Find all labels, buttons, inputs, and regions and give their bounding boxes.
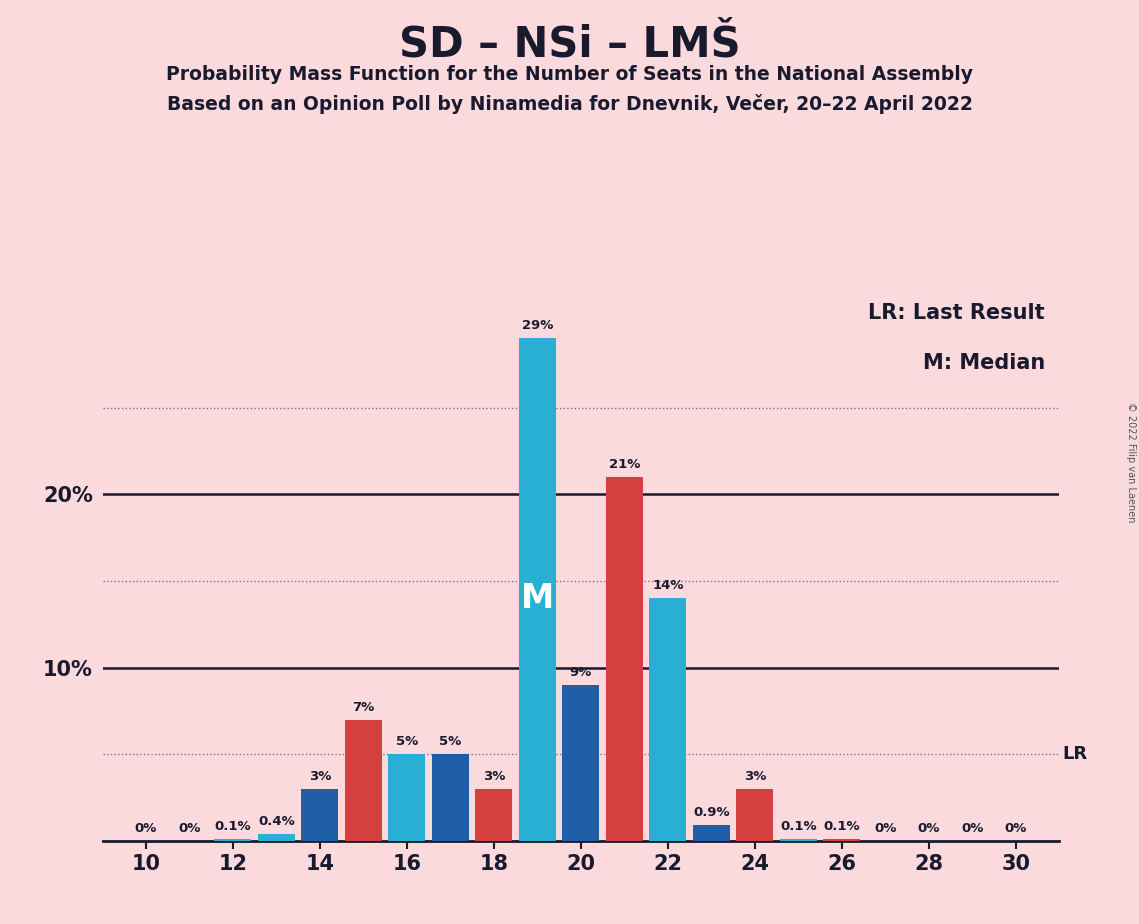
Text: 5%: 5% (440, 736, 461, 748)
Text: M: Median: M: Median (923, 353, 1044, 373)
Bar (606, 477, 642, 841)
Bar (563, 685, 599, 841)
Text: SD – NSi – LMŠ: SD – NSi – LMŠ (399, 23, 740, 65)
Bar (736, 789, 773, 841)
Text: 0%: 0% (918, 821, 940, 834)
Text: 0%: 0% (961, 821, 983, 834)
Text: 0%: 0% (179, 821, 200, 834)
Text: 7%: 7% (352, 700, 375, 713)
Bar (475, 789, 513, 841)
Text: 0%: 0% (1005, 821, 1027, 834)
Text: M: M (521, 582, 554, 614)
Bar (345, 720, 382, 841)
Text: © 2022 Filip van Laenen: © 2022 Filip van Laenen (1126, 402, 1136, 522)
Bar (388, 754, 426, 841)
Bar (519, 338, 556, 841)
Bar (302, 789, 338, 841)
Text: 3%: 3% (744, 770, 767, 783)
Bar (823, 839, 860, 841)
Bar (693, 825, 730, 841)
Text: 0.9%: 0.9% (693, 806, 730, 820)
Text: 3%: 3% (309, 770, 331, 783)
Text: 0.1%: 0.1% (214, 820, 252, 833)
Text: Probability Mass Function for the Number of Seats in the National Assembly: Probability Mass Function for the Number… (166, 65, 973, 84)
Text: 29%: 29% (522, 320, 554, 333)
Bar (780, 839, 817, 841)
Text: 5%: 5% (396, 736, 418, 748)
Text: 9%: 9% (570, 666, 592, 679)
Text: 0%: 0% (874, 821, 896, 834)
Text: Based on an Opinion Poll by Ninamedia for Dnevnik, Večer, 20–22 April 2022: Based on an Opinion Poll by Ninamedia fo… (166, 94, 973, 115)
Text: LR: Last Result: LR: Last Result (868, 303, 1044, 323)
Text: 0.1%: 0.1% (823, 820, 860, 833)
Bar (257, 833, 295, 841)
Text: 14%: 14% (653, 579, 683, 592)
Bar (214, 839, 252, 841)
Text: 0.1%: 0.1% (780, 820, 817, 833)
Text: 0.4%: 0.4% (259, 815, 295, 828)
Text: LR: LR (1063, 746, 1088, 763)
Text: 3%: 3% (483, 770, 505, 783)
Text: 0%: 0% (134, 821, 157, 834)
Bar (649, 599, 687, 841)
Bar (432, 754, 469, 841)
Text: 21%: 21% (608, 458, 640, 471)
